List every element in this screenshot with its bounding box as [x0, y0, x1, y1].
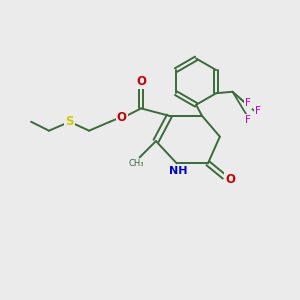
Text: O: O [225, 172, 235, 186]
Text: O: O [117, 111, 127, 124]
Text: O: O [136, 74, 146, 88]
Text: NH: NH [169, 167, 188, 176]
Text: F: F [255, 106, 261, 116]
Text: F: F [245, 115, 251, 125]
Text: F: F [245, 98, 251, 108]
Text: CH₃: CH₃ [128, 160, 144, 169]
Text: S: S [65, 115, 74, 128]
